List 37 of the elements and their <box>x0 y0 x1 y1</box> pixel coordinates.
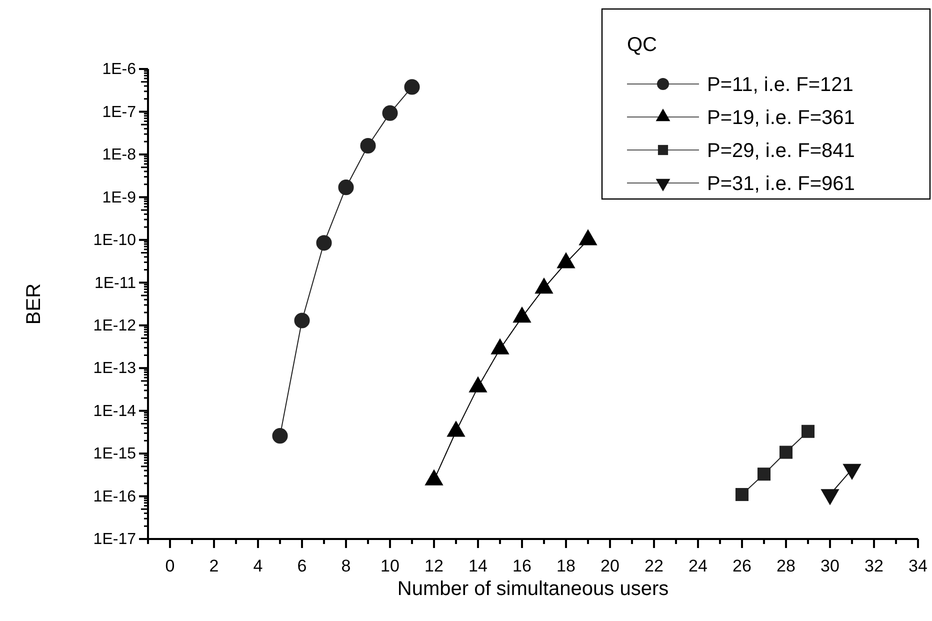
legend-title: QC <box>627 34 657 56</box>
x-axis-title: Number of simultaneous users <box>397 578 669 600</box>
y-tick-label: 1E-15 <box>93 446 136 463</box>
x-tick-label: 32 <box>864 556 884 576</box>
y-tick-label: 1E-8 <box>102 146 136 164</box>
y-tick-label: 1E-12 <box>93 317 136 334</box>
x-tick-label: 30 <box>820 556 840 576</box>
legend-label: P=19, i.e. F=361 <box>707 107 855 129</box>
y-tick-label: 1E-13 <box>93 360 136 378</box>
x-tick-label: 8 <box>341 556 351 576</box>
x-tick-label: 22 <box>644 556 664 576</box>
x-tick-label: 16 <box>512 556 532 576</box>
x-tick-label: 14 <box>468 556 488 576</box>
legend-label: P=31, i.e. F=961 <box>707 173 855 195</box>
y-tick-label: 1E-10 <box>93 232 136 250</box>
x-tick-label: 4 <box>253 556 263 576</box>
x-tick-label: 6 <box>297 556 307 576</box>
legend-label: P=11, i.e. F=121 <box>707 74 854 96</box>
y-tick-label: 1E-7 <box>102 104 136 121</box>
x-tick-label: 20 <box>600 556 620 576</box>
legend-label: P=29, i.e. F=841 <box>707 140 855 162</box>
x-tick-label: 0 <box>165 556 175 576</box>
y-tick-label: 1E-6 <box>102 61 136 78</box>
x-tick-label: 18 <box>556 556 576 576</box>
x-tick-label: 34 <box>908 556 928 576</box>
y-tick-label: 1E-14 <box>93 402 136 420</box>
x-tick-label: 12 <box>424 556 444 576</box>
x-tick-label: 28 <box>776 556 796 576</box>
x-tick-label: 10 <box>380 556 400 576</box>
x-tick-label: 2 <box>209 556 219 576</box>
x-tick-label: 26 <box>732 556 752 576</box>
y-tick-label: 1E-16 <box>93 488 136 506</box>
y-tick-label: 1E-9 <box>102 189 136 206</box>
y-tick-label: 1E-17 <box>93 531 136 548</box>
y-axis-title: BER <box>23 283 45 325</box>
y-tick-label: 1E-11 <box>94 274 136 292</box>
x-tick-label: 24 <box>688 556 708 576</box>
